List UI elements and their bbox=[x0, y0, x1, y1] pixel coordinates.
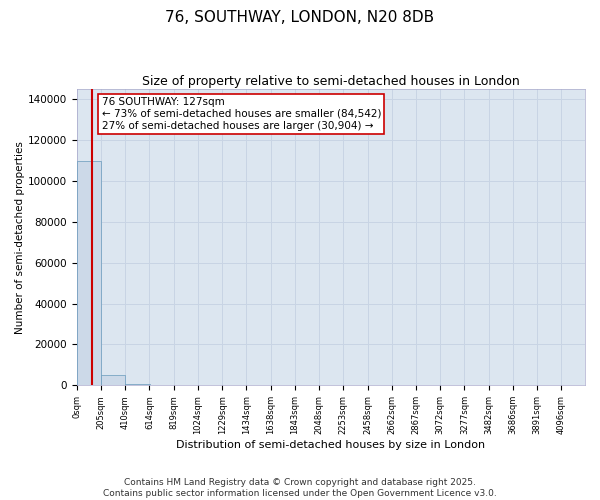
Bar bbox=[125, 384, 149, 386]
Y-axis label: Number of semi-detached properties: Number of semi-detached properties bbox=[15, 141, 25, 334]
Text: 76, SOUTHWAY, LONDON, N20 8DB: 76, SOUTHWAY, LONDON, N20 8DB bbox=[166, 10, 434, 25]
Text: 76 SOUTHWAY: 127sqm
← 73% of semi-detached houses are smaller (84,542)
27% of se: 76 SOUTHWAY: 127sqm ← 73% of semi-detach… bbox=[101, 98, 381, 130]
Title: Size of property relative to semi-detached houses in London: Size of property relative to semi-detach… bbox=[142, 75, 520, 88]
Bar bbox=[77, 160, 101, 386]
Bar bbox=[101, 375, 125, 386]
Text: Contains HM Land Registry data © Crown copyright and database right 2025.
Contai: Contains HM Land Registry data © Crown c… bbox=[103, 478, 497, 498]
X-axis label: Distribution of semi-detached houses by size in London: Distribution of semi-detached houses by … bbox=[176, 440, 485, 450]
